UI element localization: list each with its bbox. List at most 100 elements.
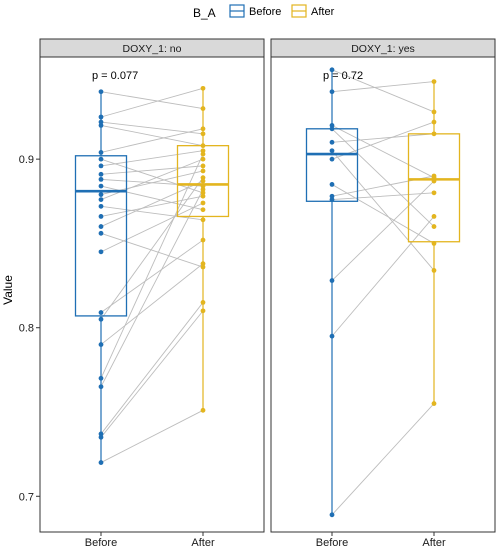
point-before <box>329 197 335 203</box>
pair-line <box>100 153 204 379</box>
pair-line <box>331 216 435 337</box>
x-tick-label: After <box>422 537 446 549</box>
pair-line <box>331 403 435 516</box>
point-before <box>98 114 104 120</box>
point-before <box>98 460 104 465</box>
pair-line <box>100 87 204 118</box>
point-before <box>329 333 335 339</box>
point-after <box>431 224 437 229</box>
data-points <box>98 85 206 465</box>
pair-line <box>100 232 204 268</box>
point-before <box>329 67 335 73</box>
y-tick-label: 0.8 <box>19 323 34 335</box>
point-after <box>200 163 206 169</box>
point-before <box>98 192 104 197</box>
pair-line <box>100 124 204 147</box>
p-value-label: p = 0.077 <box>92 70 138 82</box>
point-after <box>431 190 437 196</box>
pair-line <box>100 189 204 387</box>
point-after <box>200 264 206 270</box>
legend-label: Before <box>249 6 281 18</box>
pair-line <box>331 128 435 227</box>
point-after <box>200 300 206 305</box>
point-before <box>98 384 104 390</box>
point-after <box>200 148 206 154</box>
point-before <box>98 431 104 437</box>
point-after <box>431 214 437 219</box>
x-tick-label: After <box>191 537 215 549</box>
point-after <box>200 261 206 267</box>
pair-line <box>100 128 204 153</box>
pair-line <box>331 69 435 113</box>
legend-entry-after: After <box>291 4 335 18</box>
point-after <box>200 168 206 174</box>
point-before <box>329 89 335 95</box>
point-before <box>98 224 104 229</box>
point-after <box>431 401 437 406</box>
box-iqr <box>74 155 128 317</box>
point-after <box>200 308 206 314</box>
point-after <box>200 193 206 199</box>
pair-lines <box>100 87 204 463</box>
y-axis: 0.7 0.8 0.9 <box>19 154 40 503</box>
point-before <box>98 214 104 219</box>
pair-line <box>100 302 204 435</box>
point-before <box>98 119 104 125</box>
pair-line <box>100 310 204 438</box>
point-after <box>200 178 206 184</box>
point-after <box>431 241 437 246</box>
point-before <box>329 512 335 518</box>
panel-frame <box>39 56 265 533</box>
point-after <box>200 143 206 149</box>
point-before <box>329 139 335 145</box>
point-before <box>98 183 104 189</box>
pair-line <box>100 263 204 345</box>
point-before <box>98 123 104 128</box>
point-before <box>329 182 335 187</box>
legend: B_A Before After <box>193 4 335 20</box>
pair-line <box>100 180 204 227</box>
point-after <box>431 79 437 84</box>
panel-2: DOXY_1: yes p = 0.72 Before After <box>270 38 496 549</box>
point-after <box>200 200 206 206</box>
point-after <box>200 407 206 413</box>
point-before <box>98 316 104 322</box>
point-before <box>98 176 104 182</box>
y-tick-label: 0.9 <box>19 154 34 166</box>
pair-line <box>100 150 204 167</box>
legend-entries: Before After <box>229 4 335 18</box>
panel-strip-label: DOXY_1: no <box>123 43 182 55</box>
point-before <box>98 163 104 169</box>
point-before <box>98 310 104 315</box>
x-tick-label: Before <box>85 537 117 549</box>
point-before <box>329 126 335 132</box>
pair-line <box>331 150 435 271</box>
pair-line <box>100 158 204 201</box>
point-before <box>329 123 335 128</box>
point-before <box>98 342 104 347</box>
point-before <box>329 278 335 283</box>
legend-label: After <box>311 6 335 18</box>
point-after <box>200 126 206 132</box>
pair-line <box>100 205 204 221</box>
point-before <box>98 89 104 95</box>
point-after <box>200 151 206 157</box>
point-after <box>431 178 437 184</box>
pair-line <box>331 192 435 201</box>
point-after <box>200 131 206 137</box>
pair-line <box>100 158 204 194</box>
point-after <box>431 109 437 115</box>
point-after <box>200 106 206 111</box>
point-before <box>98 249 104 255</box>
point-after <box>200 156 206 162</box>
pair-line <box>331 133 435 143</box>
y-tick-label: 0.7 <box>19 491 34 503</box>
panel-strip-label: DOXY_1: yes <box>351 43 415 55</box>
pair-line <box>100 91 204 110</box>
panel-1: DOXY_1: no p = 0.077 Before After 0.7 0.8 0.9 <box>19 38 265 549</box>
pair-line <box>100 202 204 253</box>
point-before <box>98 375 104 381</box>
x-tick-label: Before <box>316 537 348 549</box>
point-after <box>200 187 206 192</box>
